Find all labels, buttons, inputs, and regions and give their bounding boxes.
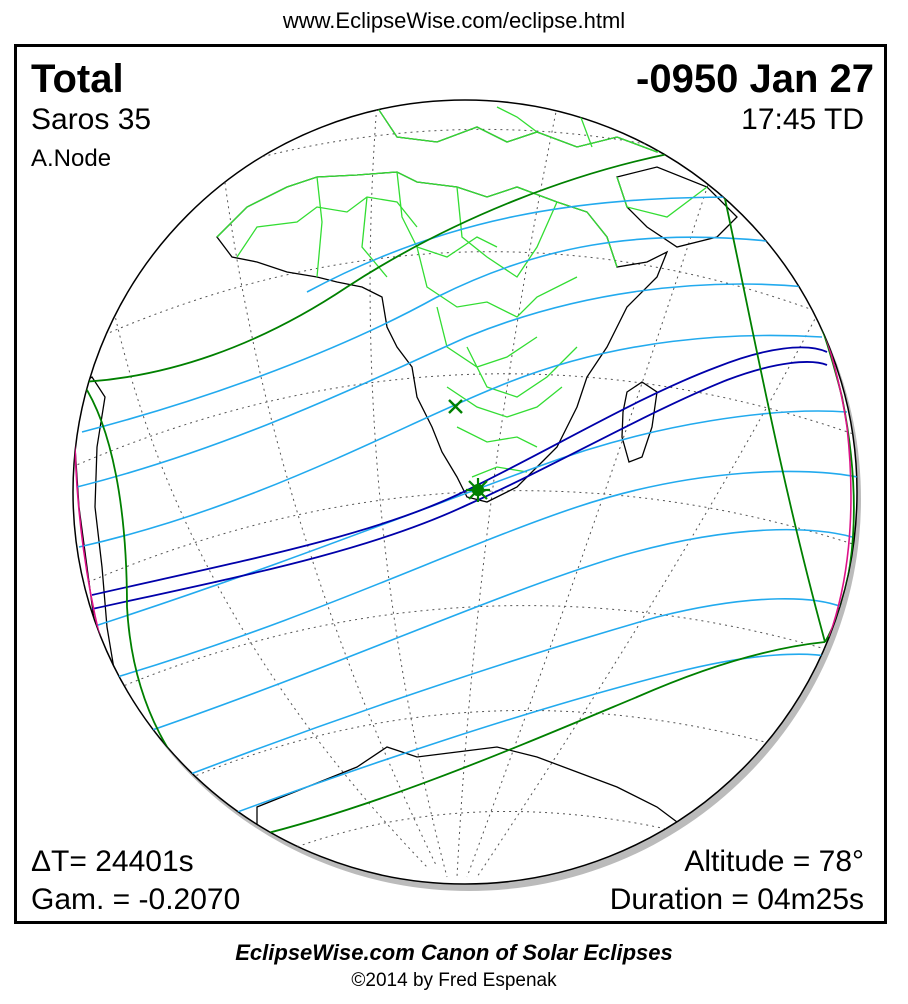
copyright: ©2014 by Fred Espenak bbox=[351, 970, 557, 991]
star-marker bbox=[466, 478, 490, 502]
eclipse-time: 17:45 TD bbox=[741, 103, 864, 136]
canon-title: EclipseWise.com Canon of Solar Eclipses bbox=[235, 940, 673, 965]
eclipse-duration: Duration = 04m25s bbox=[609, 883, 864, 916]
eclipse-map-frame: Total Saros 35 A.Node -0950 Jan 27 17:45… bbox=[14, 44, 887, 924]
delta-t: ΔT= 24401s bbox=[31, 845, 194, 878]
graticule bbox=[73, 102, 857, 878]
penumbra-lines bbox=[76, 196, 857, 828]
sun-altitude: Altitude = 78° bbox=[684, 845, 864, 878]
umbra-path bbox=[91, 346, 828, 610]
gamma-value: Gam. = -0.2070 bbox=[31, 883, 241, 916]
x-marker bbox=[448, 399, 463, 414]
eclipse-date: -0950 Jan 27 bbox=[636, 57, 874, 101]
source-url: www.EclipseWise.com/eclipse.html bbox=[282, 8, 626, 33]
globe-map bbox=[72, 99, 861, 891]
node-label: A.Node bbox=[31, 145, 112, 172]
saros-number: Saros 35 bbox=[31, 103, 152, 136]
eclipse-type: Total bbox=[31, 57, 124, 101]
